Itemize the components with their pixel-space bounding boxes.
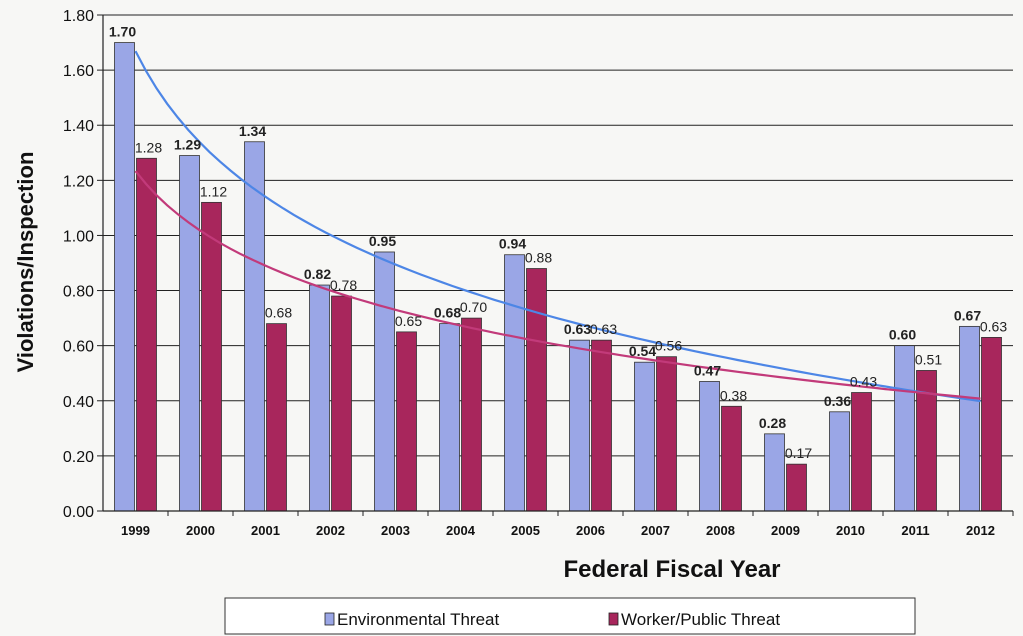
data-label-environmental: 0.47: [694, 362, 721, 378]
data-label-environmental: 0.36: [824, 393, 851, 409]
x-tick-label: 2007: [641, 523, 670, 538]
x-tick-label: 2008: [706, 523, 735, 538]
data-labels: 1.70 1.29 1.34 0.82 0.95 0.68 0.94 0.63 0.54 0.47…: [109, 24, 1007, 462]
data-label-environmental: 1.70: [109, 24, 136, 40]
data-label-environmental: 0.60: [889, 327, 916, 343]
y-tick-label: 0.20: [63, 449, 94, 466]
data-label-environmental: 1.29: [174, 137, 201, 153]
legend-swatch-environmental: [324, 612, 335, 626]
x-tick-label: 2003: [381, 523, 410, 538]
data-label-worker-public: 0.78: [330, 277, 357, 293]
x-tick-label: 2000: [186, 523, 215, 538]
bar-environmental: [894, 345, 915, 512]
axes: [97, 14, 1014, 516]
bar-worker-public: [331, 295, 352, 512]
bar-environmental: [179, 155, 200, 512]
gridlines: [103, 14, 1013, 457]
bar-worker-public: [266, 323, 287, 512]
y-tick-label: 1.20: [63, 173, 94, 190]
data-label-worker-public: 0.17: [785, 445, 812, 461]
data-label-environmental: 0.63: [564, 321, 591, 337]
y-tick-label: 0.00: [63, 504, 94, 521]
data-label-worker-public: 0.63: [980, 318, 1007, 334]
data-label-worker-public: 0.51: [915, 351, 942, 367]
data-label-worker-public: 0.88: [525, 250, 552, 266]
data-label-environmental: 0.95: [369, 233, 396, 249]
data-label-environmental: 0.94: [499, 236, 526, 252]
bar-worker-public: [721, 405, 742, 512]
data-label-worker-public: 1.12: [200, 183, 227, 199]
x-tick-label: 2004: [446, 523, 476, 538]
data-label-worker-public: 0.43: [850, 374, 877, 390]
x-tick-label: 2012: [966, 523, 995, 538]
y-tick-label: 1.00: [63, 228, 94, 245]
x-tick-label: 2001: [251, 523, 280, 538]
x-tick-label: 2006: [576, 523, 605, 538]
bar-worker-public: [591, 339, 612, 512]
bar-worker-public: [201, 201, 222, 512]
trendline-worker-public: [134, 170, 981, 400]
x-tick-label: 2011: [901, 523, 929, 538]
legend: Environmental Threat Worker/Public Threa…: [224, 597, 916, 635]
bar-worker-public: [786, 463, 807, 512]
tick-labels: 0.00 0.20 0.40 0.60 0.80 1.00 1.20 1.40 1.60 1.80…: [63, 8, 995, 538]
x-tick-label: 2002: [316, 523, 345, 538]
bar-worker-public: [981, 336, 1002, 512]
bar-worker-public: [526, 268, 547, 512]
bar-environmental: [699, 381, 720, 512]
y-axis-label: Violations/Inspection: [13, 152, 38, 373]
data-label-worker-public: 0.65: [395, 313, 422, 329]
data-label-worker-public: 1.28: [135, 139, 162, 155]
x-tick-label: 2009: [771, 523, 800, 538]
bar-environmental: [829, 411, 850, 512]
data-label-environmental: 0.67: [954, 307, 981, 323]
bar-environmental: [764, 433, 785, 512]
bar-environmental: [569, 339, 590, 512]
bar-environmental: [309, 284, 330, 512]
bar-environmental: [244, 141, 265, 512]
trendlines: [134, 50, 981, 403]
x-tick-label: 2005: [511, 523, 540, 538]
bar-worker-public: [851, 392, 872, 512]
data-label-worker-public: 0.70: [460, 299, 487, 315]
x-tick-label: 1999: [121, 523, 150, 538]
bar-environmental: [959, 325, 980, 512]
y-tick-label: 1.40: [63, 118, 94, 135]
data-label-worker-public: 0.63: [590, 321, 617, 337]
legend-label-worker-public: Worker/Public Threat: [621, 610, 780, 629]
data-label-environmental: 0.82: [304, 266, 331, 282]
bar-environmental: [504, 254, 525, 512]
bar-worker-public: [396, 331, 417, 512]
y-tick-label: 0.40: [63, 394, 94, 411]
data-label-environmental: 0.54: [629, 343, 656, 359]
bar-worker-public: [656, 356, 677, 512]
data-label-environmental: 0.28: [759, 415, 786, 431]
data-label-worker-public: 0.56: [655, 338, 682, 354]
bar-environmental: [439, 323, 460, 512]
bars: [114, 42, 1002, 512]
data-label-worker-public: 0.38: [720, 387, 747, 403]
bar-worker-public: [461, 317, 482, 512]
x-tick-label: 2010: [836, 523, 865, 538]
data-label-worker-public: 0.68: [265, 305, 292, 321]
bar-worker-public: [136, 157, 157, 512]
bar-environmental: [114, 42, 135, 512]
y-tick-label: 0.80: [63, 284, 94, 301]
bar-environmental: [634, 361, 655, 512]
y-tick-label: 0.60: [63, 339, 94, 356]
trendline-environmental: [134, 50, 981, 403]
y-tick-label: 1.60: [63, 63, 94, 80]
x-axis-label: Federal Fiscal Year: [563, 556, 780, 583]
data-label-environmental: 1.34: [239, 123, 266, 139]
legend-swatch-worker-public: [608, 612, 619, 626]
legend-label-environmental: Environmental Threat: [337, 610, 499, 629]
data-label-environmental: 0.68: [434, 305, 461, 321]
y-tick-label: 1.80: [63, 8, 94, 25]
bar-environmental: [374, 251, 395, 512]
